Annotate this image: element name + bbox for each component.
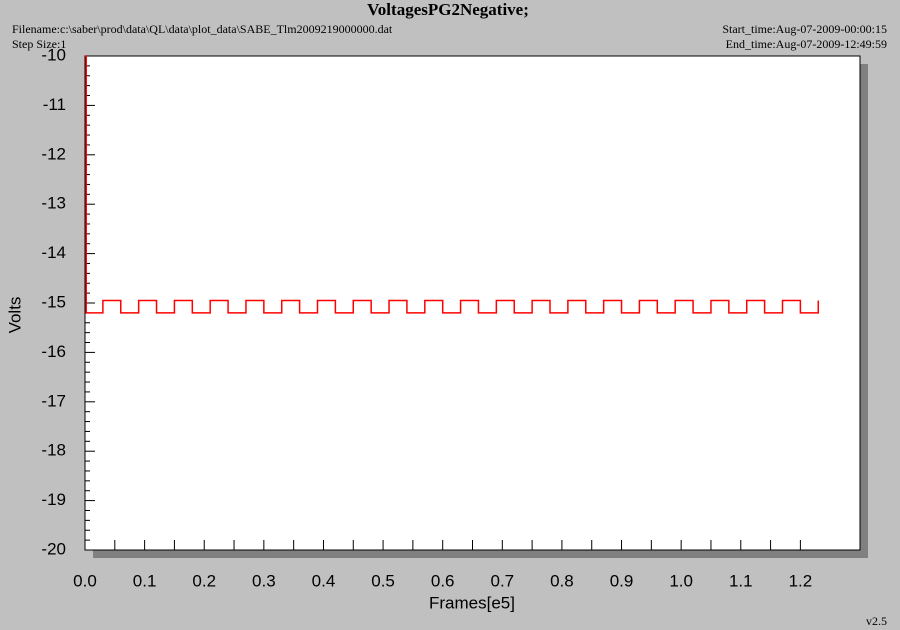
x-tick-label: 0.1 [133,571,157,590]
x-tick-label: 0.7 [490,571,514,590]
x-axis-label: Frames[e5] [429,593,515,612]
start-time: Start_time:Aug-07-2009-00:00:15 [722,22,887,36]
y-tick-label: -13 [41,194,66,213]
filename: Filename:c:\saber\prod\data\QL\data\plot… [12,22,393,36]
end-time: End_time:Aug-07-2009-12:49:59 [726,37,887,51]
x-tick-label: 1.2 [789,571,813,590]
x-tick-label: 0.8 [550,571,574,590]
x-tick-label: 0.3 [252,571,276,590]
y-axis-label: Volts [5,297,24,334]
step-size: Step Size:1 [12,37,66,51]
x-tick-label: 0.2 [192,571,216,590]
y-tick-label: -11 [43,95,66,114]
version: v2.5 [866,614,887,628]
y-tick-label: -20 [41,539,66,558]
y-tick-label: -14 [41,243,66,262]
y-tick-label: -15 [41,292,66,311]
plot-area [84,55,861,551]
y-tick-label: -16 [41,342,66,361]
x-tick-label: 1.0 [669,571,693,590]
x-tick-label: 0.9 [610,571,634,590]
x-tick-label: 0.6 [431,571,455,590]
y-tick-label: -10 [41,45,66,64]
y-tick-label: -18 [41,441,66,460]
x-tick-label: 0.5 [371,571,395,590]
x-tick-label: 0.4 [312,571,336,590]
y-tick-label: -19 [41,490,66,509]
y-tick-label: -12 [41,144,66,163]
x-tick-label: 1.1 [729,571,753,590]
x-tick-label: 0.0 [73,571,97,590]
y-tick-label: -17 [41,391,66,410]
data-line [85,55,820,314]
chart-title: VoltagesPG2Negative; [367,0,529,19]
